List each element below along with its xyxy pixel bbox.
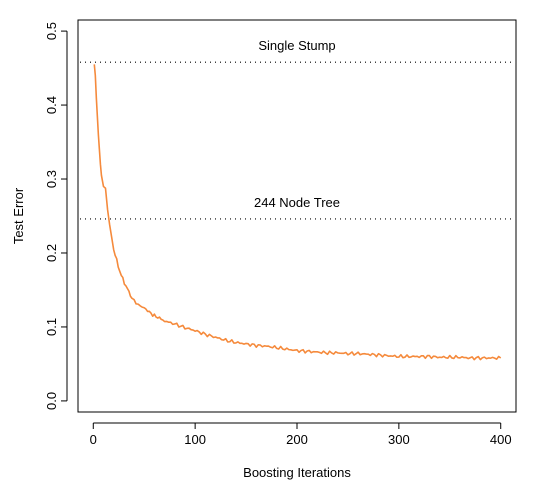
reference-line-label: Single Stump [258, 38, 335, 53]
x-tick-label: 400 [490, 432, 512, 447]
plot-box [77, 19, 517, 413]
y-axis: 0.0 0.1 0.2 0.3 0.4 0.5 [44, 22, 68, 410]
x-tick-label: 200 [286, 432, 308, 447]
y-tick-label: 0.2 [44, 244, 59, 262]
reference-lines: Single Stump 244 Node Tree [80, 38, 514, 220]
x-tick-label: 0 [90, 432, 97, 447]
x-tick-label: 300 [388, 432, 410, 447]
y-tick-label: 0.0 [44, 392, 59, 410]
y-tick-label: 0.4 [44, 96, 59, 114]
series-line [93, 64, 502, 361]
x-axis-title: Boosting Iterations [243, 465, 351, 480]
x-axis: 0 100 200 300 400 [90, 422, 512, 447]
y-tick-label: 0.1 [44, 318, 59, 336]
reference-line-label: 244 Node Tree [254, 195, 340, 210]
y-axis-title: Test Error [11, 187, 26, 244]
series-group [93, 64, 502, 361]
y-tick-label: 0.5 [44, 22, 59, 40]
y-tick-label: 0.3 [44, 170, 59, 188]
x-tick-label: 100 [184, 432, 206, 447]
